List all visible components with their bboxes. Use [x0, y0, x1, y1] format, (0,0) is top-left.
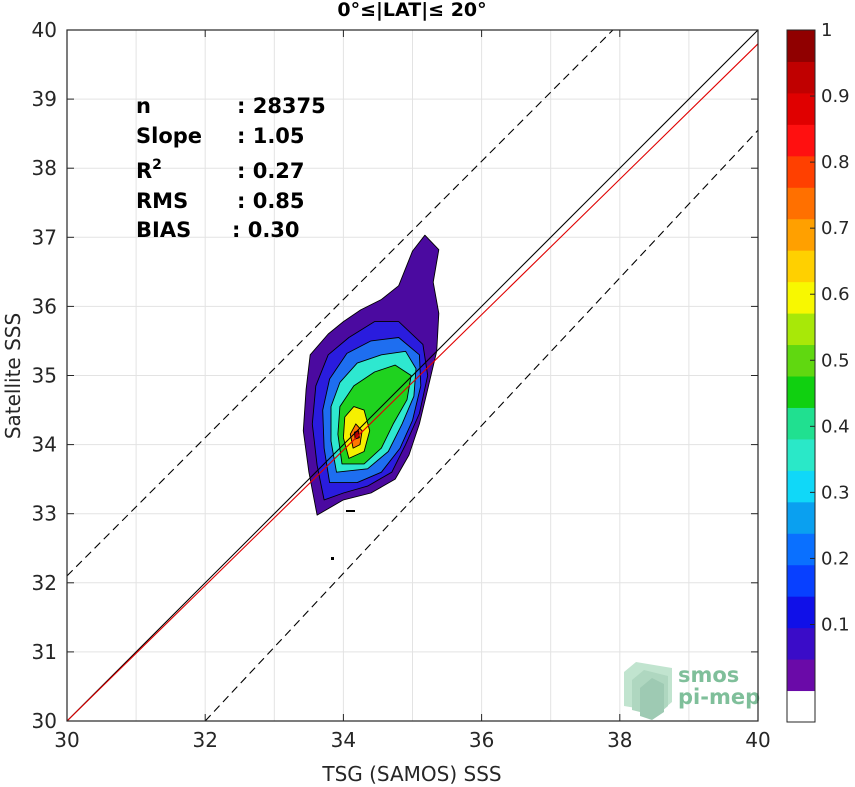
stat-r2-value: : 0.27 — [237, 159, 305, 183]
density-contours — [302, 234, 440, 516]
colorbar-segment — [787, 92, 815, 125]
line-one_to_one — [67, 30, 758, 721]
x-tick-label: 36 — [469, 728, 494, 752]
colorbar-segment — [787, 30, 815, 62]
logo-line2: pi-mep — [678, 685, 760, 709]
colorbar-segment — [787, 376, 815, 408]
stat-rms-value: : 0.85 — [237, 189, 305, 213]
colorbar-segment — [787, 155, 815, 188]
colorbar-segment — [787, 470, 815, 503]
colorbar-tick-label: 1 — [821, 20, 832, 41]
outlier-specks — [331, 510, 355, 560]
stat-slope-label: Slope — [136, 124, 202, 148]
y-tick-label: 40 — [32, 18, 57, 42]
colorbar-segment — [787, 281, 815, 314]
colorbar-segment — [787, 218, 815, 251]
stat-n-value: : 28375 — [237, 94, 326, 118]
reference-lines — [67, 30, 758, 721]
x-tick-label: 30 — [54, 728, 79, 752]
colorbar-segment — [787, 438, 815, 471]
y-tick-label: 36 — [32, 294, 57, 318]
colorbar-segment — [787, 627, 815, 660]
colorbar-tick-label: 0.6 — [821, 284, 850, 305]
y-tick-label: 35 — [32, 364, 57, 388]
stat-slope-value: : 1.05 — [237, 124, 305, 148]
x-tick-label: 38 — [607, 728, 632, 752]
colorbar-tick-label: 0.1 — [821, 614, 850, 635]
colorbar-tick-label: 0.8 — [821, 152, 850, 173]
colorbar-tick-label: 0.2 — [821, 548, 850, 569]
y-tick-label: 33 — [32, 502, 57, 526]
colorbar-segment — [787, 501, 815, 534]
y-tick-label: 37 — [32, 225, 57, 249]
y-tick-label: 39 — [32, 87, 57, 111]
colorbar-frame — [786, 29, 816, 723]
x-axis: 30 32 34 36 38 40 — [54, 30, 771, 752]
colorbar-segment — [787, 596, 815, 629]
colorbar-segment — [787, 564, 815, 597]
outlier-mark — [331, 557, 334, 560]
colorbar-segment — [787, 250, 815, 283]
y-axis: 30 31 32 33 34 35 36 37 38 39 40 — [32, 18, 758, 733]
y-tick-label: 32 — [32, 571, 57, 595]
y-tick-label: 31 — [32, 640, 57, 664]
logo-waves-icon — [624, 662, 672, 720]
colorbar-tick-label: 0.5 — [821, 350, 850, 371]
chart-title: 0°≤|LAT|≤ 20° — [337, 0, 486, 21]
line-lower_bound — [204, 129, 758, 721]
stat-n-label: n — [136, 94, 151, 118]
logo-line1: smos — [678, 663, 739, 687]
line-upper_bound — [67, 30, 614, 577]
colorbar-segment — [787, 407, 815, 440]
smos-pi-mep-logo: smos pi-mep — [624, 662, 760, 720]
x-tick-label: 40 — [745, 728, 770, 752]
stats-box: n : 28375 Slope : 1.05 R2 : 0.27 RMS : 0… — [136, 94, 326, 242]
colorbar-tick-label: 0.9 — [821, 86, 850, 107]
colorbar-segment — [787, 124, 815, 157]
stat-bias-label: BIAS — [136, 218, 191, 242]
stat-rms-label: RMS — [136, 189, 188, 213]
colorbar-tick-label: 0.3 — [821, 482, 850, 503]
colorbar-tick-label: 0.7 — [821, 218, 850, 239]
x-axis-label: TSG (SAMOS) SSS — [321, 762, 501, 786]
colorbar-segment — [787, 690, 815, 723]
x-tick-label: 32 — [192, 728, 217, 752]
y-tick-label: 38 — [32, 156, 57, 180]
colorbar-segment — [787, 533, 815, 566]
colorbar-segment — [787, 313, 815, 346]
colorbar-tick-label: 0.4 — [821, 416, 850, 437]
y-tick-label: 34 — [32, 433, 57, 457]
y-axis-label: Satellite SSS — [1, 313, 25, 439]
x-tick-label: 34 — [331, 728, 356, 752]
colorbar-segment — [787, 659, 815, 692]
colorbar-segment — [787, 187, 815, 220]
outlier-mark — [346, 510, 355, 512]
colorbar-segment — [787, 61, 815, 94]
y-tick-label: 30 — [32, 709, 57, 733]
line-regression — [67, 43, 758, 721]
stat-bias-value: : 0.30 — [232, 218, 300, 242]
colorbar: 0.1 0.2 0.3 0.4 0.5 0.6 0.7 0.8 0.9 1 — [786, 20, 850, 723]
